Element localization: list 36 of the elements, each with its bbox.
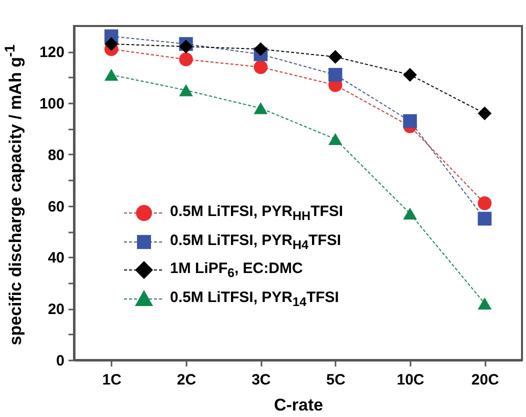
x-tick-label: 2C xyxy=(176,372,196,388)
y-tick-label: 100 xyxy=(39,96,64,113)
x-tick-label: 20C xyxy=(471,372,500,388)
x-tick-label: 10C xyxy=(396,372,424,388)
point xyxy=(403,114,417,128)
x-tick-label: 1C xyxy=(102,372,122,388)
y-tick-label: 20 xyxy=(48,301,64,318)
point xyxy=(254,60,268,74)
y-tick-label: 60 xyxy=(48,198,64,216)
x-tick-label: 3C xyxy=(252,372,271,388)
point xyxy=(403,208,417,220)
point xyxy=(179,40,193,54)
x-axis-title: C-rate xyxy=(274,396,324,414)
point xyxy=(328,133,342,146)
point xyxy=(104,37,118,51)
point xyxy=(403,68,417,82)
y-tick-label: 40 xyxy=(48,250,64,267)
point xyxy=(478,212,492,226)
legend-label: 0.5M LiTFSI, PYR$_{H4}$TFSI xyxy=(170,232,342,252)
point xyxy=(179,84,193,96)
point xyxy=(254,102,268,114)
point xyxy=(478,298,492,310)
y-tick-label: 0 xyxy=(56,352,64,370)
point xyxy=(104,68,118,81)
legend-label: 0.5M LiTFSI, PYR$_{14}$TFSI xyxy=(170,288,339,309)
legend-label: 0.5M LiTFSI, PYR$_{HH}$TFSI xyxy=(170,203,344,224)
point xyxy=(328,50,342,64)
y-tick-label: 120 xyxy=(39,44,64,62)
legend-label: 1M LiPF$_{6}$, EC:DMC xyxy=(170,260,303,280)
point xyxy=(328,68,342,82)
point xyxy=(478,106,492,120)
point xyxy=(254,42,268,56)
x-tick-label: 5C xyxy=(326,372,346,388)
point xyxy=(179,52,193,66)
point xyxy=(478,196,492,210)
y-tick-label: 80 xyxy=(48,146,64,164)
